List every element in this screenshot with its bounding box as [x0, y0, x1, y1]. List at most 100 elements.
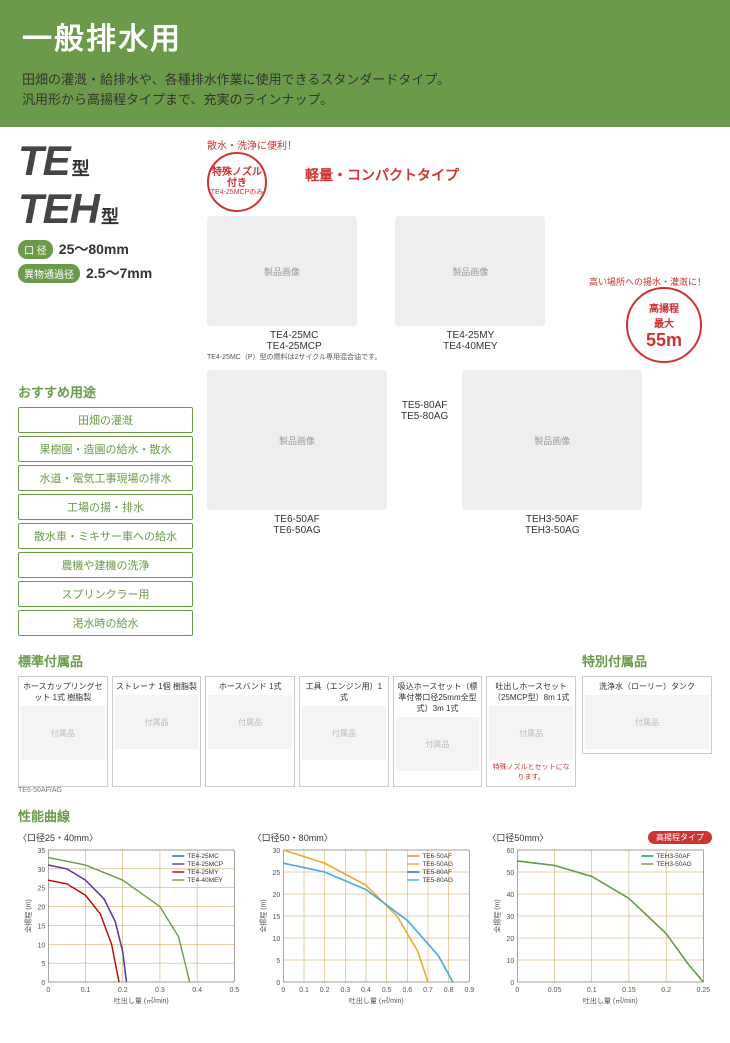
uses-heading: おすすめ用途 [18, 382, 193, 401]
svg-text:TE6-50AF: TE6-50AF [422, 853, 452, 860]
highlift-badge: 高揚程 最大 55m [626, 287, 702, 363]
chart3-title: 〈口径50mm〉 [487, 833, 548, 843]
svg-text:20: 20 [38, 905, 46, 912]
use-item: 工場の揚・排水 [18, 494, 193, 520]
svg-text:吐出し量 (㎥/min): 吐出し量 (㎥/min) [114, 996, 169, 1005]
chart-bore-50-80: 0 5 10 15 20 25 30 0 0.1 0.2 0.3 0.4 0.5 0.6 0.7 0.8 0.9… [253, 846, 478, 1006]
chart-bore-50-highlift: 010203040506000.050.10.150.20.25TEH3-50A… [487, 846, 712, 1006]
svg-text:0.4: 0.4 [361, 987, 371, 994]
accessory-item: 吐出しホースセット（25MCP型）8m 1式付属品特殊ノズルとセットになります。 [486, 676, 576, 787]
svg-text:20: 20 [272, 892, 280, 899]
svg-text:5: 5 [41, 961, 45, 968]
svg-text:35: 35 [38, 848, 46, 855]
svg-text:0.3: 0.3 [155, 987, 165, 994]
svg-text:60: 60 [507, 848, 515, 855]
svg-text:0.15: 0.15 [622, 987, 636, 994]
svg-text:0: 0 [276, 980, 280, 987]
svg-text:15: 15 [38, 923, 46, 930]
product-te4-25mc: 製品画像 TE4-25MC TE4-25MCP TE4-25MC（P）型の燃料は… [207, 216, 381, 362]
svg-text:5: 5 [276, 958, 280, 965]
std-acc-heading: 標準付属品 [18, 651, 576, 670]
svg-text:0: 0 [41, 980, 45, 987]
svg-text:30: 30 [38, 867, 46, 874]
type-column: TE型 TEH型 口 径25〜80mm 異物通過径2.5〜7mm [18, 137, 193, 362]
svg-text:全揚程 (m): 全揚程 (m) [258, 899, 267, 932]
svg-text:全揚程 (m): 全揚程 (m) [493, 899, 502, 932]
svg-text:15: 15 [272, 914, 280, 921]
chart-bore-25-40: 0510152025303500.10.20.30.40.5TE4-25MCTE… [18, 846, 243, 1006]
product-te5-80: TE5-80AF TE5-80AG [401, 370, 448, 536]
svg-text:0: 0 [511, 980, 515, 987]
svg-text:吐出し量 (㎥/min): 吐出し量 (㎥/min) [583, 996, 638, 1005]
bore-label: 口 径 [18, 240, 53, 259]
sp-acc-heading: 特別付属品 [582, 651, 712, 670]
svg-text:0.1: 0.1 [587, 987, 597, 994]
type-teh: TEH [18, 185, 99, 233]
highlift-curve-text: 高い場所への揚水・灌漑に！ [589, 275, 706, 288]
product-teh3-50: 製品画像 TEH3-50AF TEH3-50AG [462, 370, 642, 536]
pass-value: 2.5〜7mm [86, 263, 152, 283]
svg-text:0.05: 0.05 [548, 987, 562, 994]
svg-text:10: 10 [38, 942, 46, 949]
svg-text:0.1: 0.1 [299, 987, 309, 994]
page-title: 一般排水用 [22, 14, 708, 58]
svg-text:0.6: 0.6 [402, 987, 412, 994]
svg-text:0.2: 0.2 [319, 987, 329, 994]
svg-text:20: 20 [507, 936, 515, 943]
svg-text:TE4-40MEY: TE4-40MEY [187, 877, 223, 884]
header-band: 一般排水用 田畑の灌漑・給排水や、各種排水作業に使用できるスタンダードタイプ。 … [0, 0, 730, 127]
use-item: 田畑の灌漑 [18, 407, 193, 433]
svg-text:0.5: 0.5 [381, 987, 391, 994]
accessory-item: ストレーナ 1個 樹脂製付属品 [112, 676, 202, 787]
svg-text:30: 30 [507, 914, 515, 921]
use-item: 散水車・ミキサー車への給水 [18, 523, 193, 549]
svg-text:0.1: 0.1 [81, 987, 91, 994]
highlift-pill: 高揚程タイプ [648, 831, 712, 844]
svg-text:TE4-25MCP: TE4-25MCP [187, 861, 223, 868]
chart1-title: 〈口径25・40mm〉 [18, 831, 243, 844]
svg-text:0.8: 0.8 [443, 987, 453, 994]
svg-text:0.5: 0.5 [229, 987, 239, 994]
svg-text:10: 10 [272, 936, 280, 943]
use-item: 農機や建機の洗浄 [18, 552, 193, 578]
accessory-item: 洗浄水（ローリー）タンク付属品 [582, 676, 712, 754]
svg-text:40: 40 [507, 892, 515, 899]
svg-text:0: 0 [516, 987, 520, 994]
svg-text:0.3: 0.3 [340, 987, 350, 994]
charts-heading: 性能曲線 [18, 806, 712, 825]
spray-callout: 散水・洗浄に便利！ [207, 137, 297, 152]
accessory-item: 工具（エンジン用）1式付属品 [299, 676, 389, 787]
svg-text:25: 25 [38, 886, 46, 893]
svg-text:TE6-50AG: TE6-50AG [422, 861, 453, 868]
svg-text:0.9: 0.9 [464, 987, 474, 994]
accessory-item: ホースバンド 1式付属品 [205, 676, 295, 787]
accessory-item: 吸込ホースセット（標準付帯口径25mm全型式）3m 1式付属品 [393, 676, 483, 787]
accessory-item: ホースカップリングセット 1式 樹脂製付属品 [18, 676, 108, 787]
svg-text:0.2: 0.2 [118, 987, 128, 994]
svg-text:TEH3-50AF: TEH3-50AF [657, 853, 691, 860]
svg-text:全揚程 (m): 全揚程 (m) [23, 899, 32, 932]
svg-text:10: 10 [507, 958, 515, 965]
use-item: 果樹園・造園の給水・散水 [18, 436, 193, 462]
svg-text:0.2: 0.2 [662, 987, 672, 994]
svg-text:0.4: 0.4 [192, 987, 202, 994]
compact-tag: 軽量・コンパクトタイプ [305, 165, 459, 185]
svg-text:0: 0 [281, 987, 285, 994]
svg-text:TEH3-50AG: TEH3-50AG [657, 861, 692, 868]
svg-text:0.7: 0.7 [423, 987, 433, 994]
product-te6-50: 製品画像 TE6-50AF TE6-50AG [207, 370, 387, 536]
pass-label: 異物通過径 [18, 264, 80, 283]
svg-text:30: 30 [272, 848, 280, 855]
nozzle-badge: 特殊ノズル付き TE4-25MCPのみ [207, 152, 267, 212]
product-te4-25my: 製品画像 TE4-25MY TE4-40MEY [395, 216, 545, 362]
svg-text:25: 25 [272, 870, 280, 877]
svg-text:TE5-80AG: TE5-80AG [422, 877, 453, 884]
bore-value: 25〜80mm [59, 239, 129, 259]
svg-text:吐出し量 (㎥/min): 吐出し量 (㎥/min) [349, 996, 404, 1005]
svg-text:0.25: 0.25 [697, 987, 711, 994]
svg-text:TE4-25MC: TE4-25MC [187, 853, 219, 860]
chart2-title: 〈口径50・80mm〉 [253, 831, 478, 844]
product-area: 散水・洗浄に便利！ 特殊ノズル付き TE4-25MCPのみ 軽量・コンパクトタイ… [207, 137, 712, 362]
use-item: 渇水時の給水 [18, 610, 193, 636]
subtitle-1: 田畑の灌漑・給排水や、各種排水作業に使用できるスタンダードタイプ。 [22, 70, 708, 90]
